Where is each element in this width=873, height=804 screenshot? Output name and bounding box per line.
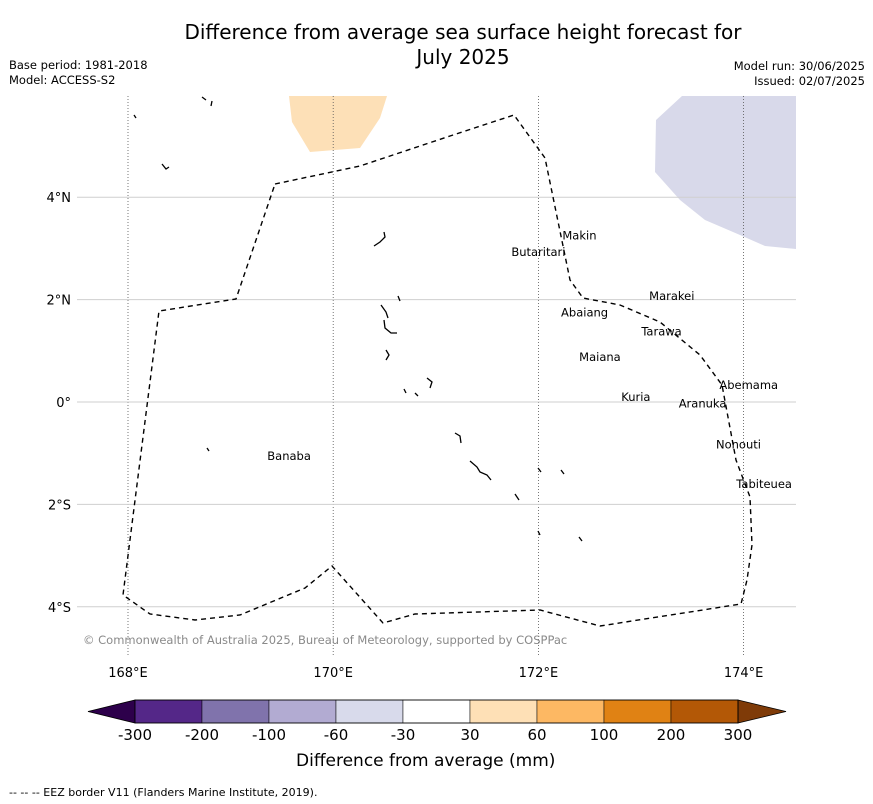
place-label: Abaiang [561, 305, 608, 319]
colorbar-tick-label: -200 [185, 726, 219, 744]
colorbar-tick-label: 100 [590, 726, 619, 744]
colorbar-label: Difference from average (mm) [296, 751, 556, 771]
colorbar-tick-label: 200 [657, 726, 686, 744]
colorbar-frame [134, 699, 739, 724]
eez-border [122, 114, 753, 627]
island-outline [514, 493, 520, 501]
island-outline [385, 349, 390, 361]
colorbar-segment [670, 699, 739, 724]
colorbar-segment [402, 699, 471, 724]
map-panel: Makin Butaritari Marakei Abaiang Tarawa Maian… [77, 96, 873, 656]
colorbar-segment [268, 699, 337, 724]
island-outline [578, 536, 583, 542]
colorbar-tick-label: -100 [252, 726, 286, 744]
model-info: Base period: 1981-2018 Model: ACCESS-S2 [9, 58, 148, 88]
model-name-text: Model: ACCESS-S2 [9, 73, 116, 87]
colorbar-tick-label: 300 [724, 726, 753, 744]
island-outlines [133, 96, 583, 542]
island-outline [469, 460, 492, 481]
lat-tick-label: 4°S [48, 601, 71, 616]
island-outline [403, 388, 407, 394]
island-outline [414, 392, 419, 397]
copyright-notice: © Commonwealth of Australia 2025, Bureau… [83, 633, 568, 647]
island-outline [560, 469, 565, 475]
island-outline [373, 231, 386, 247]
axis-labels: 168°E170°E172°E174°E176°E178°E180°4°N2°N… [47, 191, 764, 681]
model-run-text: Model run: 30/06/2025 [733, 59, 865, 73]
colorbar-tick-label: 60 [527, 726, 546, 744]
island-outline [397, 295, 401, 302]
island-outline [161, 163, 170, 170]
base-period-text: Base period: 1981-2018 [9, 58, 148, 72]
colorbar-tick-label: -30 [391, 726, 416, 744]
colorbar-segment [134, 699, 203, 724]
island-outline [454, 432, 462, 444]
place-label: Maiana [579, 350, 621, 364]
colorbar-tick-label: -60 [324, 726, 349, 744]
issued-date-text: Issued: 02/07/2025 [754, 74, 865, 88]
lat-tick-label: 2°S [48, 498, 71, 513]
island-outline [537, 467, 542, 473]
colorbar-segment [536, 699, 605, 724]
lat-tick-label: 4°N [47, 191, 72, 206]
map-title: Difference from average sea surface heig… [0, 20, 873, 70]
lon-tick-label: 170°E [313, 666, 353, 681]
island-outline [383, 319, 397, 334]
colorbar-segment [469, 699, 538, 724]
place-labels: Makin Butaritari Marakei Abaiang Tarawa Maian… [267, 229, 873, 511]
map-title-line-1: Difference from average sea surface heig… [184, 20, 742, 44]
place-label: Marakei [649, 289, 694, 303]
colorbar-lower-extension [87, 699, 136, 724]
map-title-line-2: July 2025 [416, 45, 510, 69]
island-outline [210, 100, 213, 107]
island-outline [426, 377, 433, 389]
colorbar-segment [201, 699, 270, 724]
colorbar-segment [335, 699, 404, 724]
lat-tick-label: 0° [56, 396, 71, 411]
colorbar-tick-label: 30 [460, 726, 479, 744]
place-label: Abemama [719, 378, 778, 392]
place-label: Aranuka [679, 397, 727, 411]
negative-anomaly-area [655, 96, 796, 249]
place-label: Banaba [267, 449, 311, 463]
positive-anomaly-area [289, 96, 387, 152]
island-outline [133, 114, 137, 119]
lon-tick-label: 174°E [724, 666, 764, 681]
island-outline [206, 447, 210, 452]
eez-footnote: -- -- -- EEZ border V11 (Flanders Marine… [9, 786, 318, 799]
place-label: Tabiteuea [735, 477, 792, 491]
lon-tick-label: 168°E [108, 666, 148, 681]
place-label: Kuria [621, 390, 650, 404]
island-outline [201, 96, 207, 101]
lon-tick-label: 172°E [519, 666, 559, 681]
colorbar-segment [603, 699, 672, 724]
place-label: Onotoa [835, 497, 873, 511]
run-info: Model run: 30/06/2025 Issued: 02/07/2025 [734, 59, 865, 89]
place-label: Butaritari [511, 245, 565, 259]
colorbar-upper-extension [737, 699, 787, 724]
lat-tick-label: 2°N [47, 294, 72, 309]
place-label: Nonouti [716, 437, 761, 451]
gridlines[interactable] [77, 96, 873, 656]
island-outline [537, 530, 541, 536]
island-outline [380, 304, 389, 319]
place-label: Makin [562, 229, 596, 243]
colorbar-tick-label: -300 [118, 726, 152, 744]
place-label: Tarawa [640, 324, 681, 338]
colorbar: -300 -200 -100 -60 -30 30 60 100 200 300 [87, 699, 787, 744]
